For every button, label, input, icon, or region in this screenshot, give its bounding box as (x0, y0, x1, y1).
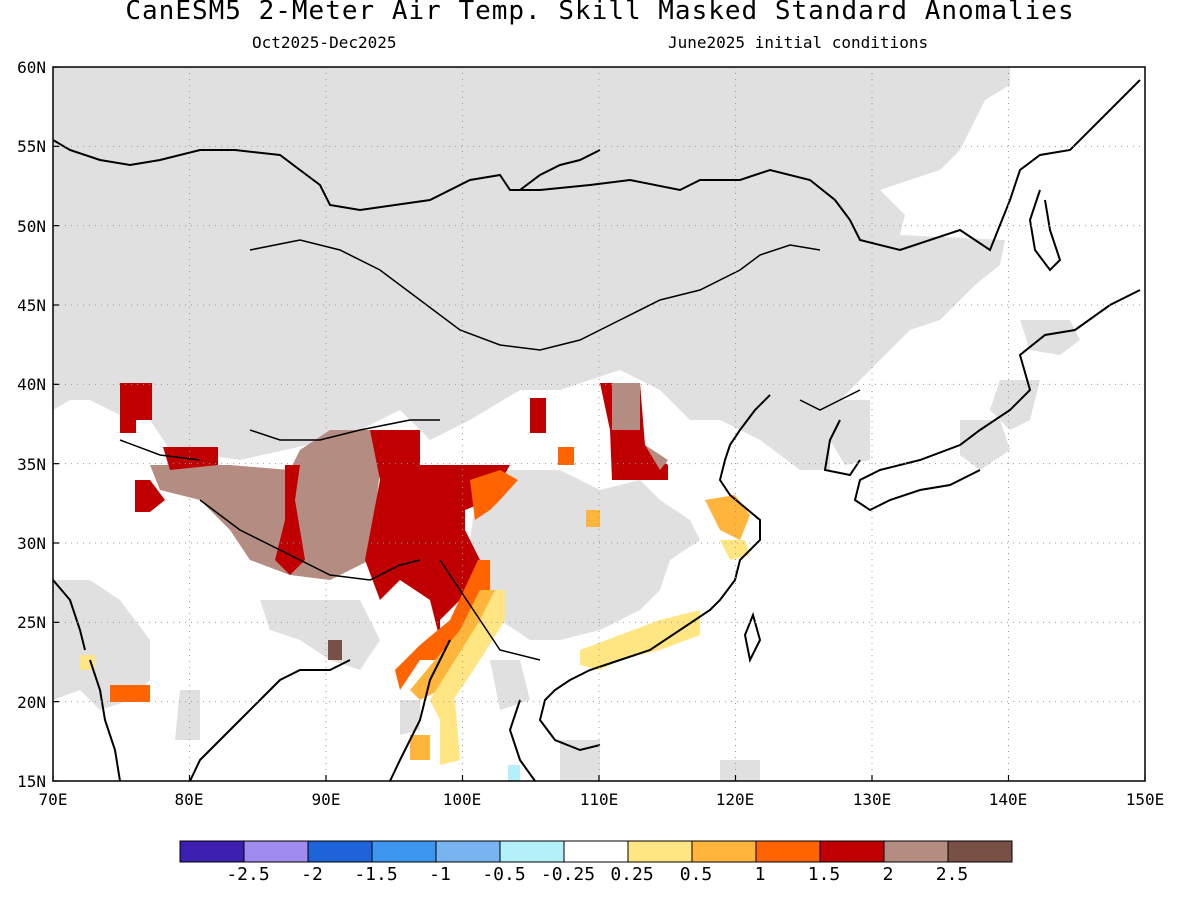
colorbar-swatch (627, 840, 693, 863)
colorbar-label: -0.5 (482, 864, 526, 885)
lon-label: 100E (442, 790, 482, 809)
colorbar-label: -0.25 (540, 864, 596, 885)
country-borders (119, 239, 861, 661)
lon-label: 120E (715, 790, 755, 809)
chart-title: CanESM5 2-Meter Air Temp. Skill Masked S… (125, 0, 1075, 26)
lat-label: 35N (17, 455, 46, 474)
colorbar-swatch (755, 840, 821, 863)
colorbar-swatch (499, 840, 565, 863)
lat-label: 60N (17, 58, 46, 77)
colorbar-swatch (435, 840, 501, 863)
colorbar-label: 2.5 (935, 864, 969, 885)
lat-label: 55N (17, 137, 46, 156)
lon-label: 130E (852, 790, 892, 809)
colorbar-swatch (563, 840, 629, 863)
colorbar-swatch (883, 840, 949, 863)
colorbar-label: -2.5 (226, 864, 270, 885)
colorbar-swatch (947, 840, 1013, 863)
colorbar-swatch (179, 840, 245, 863)
lon-label: 70E (38, 790, 68, 809)
graticule (53, 67, 1145, 781)
colorbar-label: 1 (754, 864, 766, 885)
lat-label: 50N (17, 217, 46, 236)
colorbar-label: 0.5 (679, 864, 713, 885)
lat-label: 20N (17, 693, 46, 712)
colorbar-swatch (307, 840, 373, 863)
coastlines (53, 79, 1141, 781)
colorbar-swatch (819, 840, 885, 863)
lon-label: 150E (1125, 790, 1165, 809)
anomaly-shading (80, 383, 750, 781)
colorbar-label: 0.25 (610, 864, 654, 885)
initial-conditions: June2025 initial conditions (668, 33, 929, 52)
colorbar-swatch (691, 840, 757, 863)
lon-label: 140E (988, 790, 1028, 809)
lat-label: 30N (17, 534, 46, 553)
lat-label: 45N (17, 296, 46, 315)
colorbar-swatch (243, 840, 309, 863)
colorbar-label: 1.5 (807, 864, 841, 885)
colorbar-swatch (371, 840, 437, 863)
colorbar-label: -1 (429, 864, 451, 885)
lon-label: 110E (579, 790, 619, 809)
lon-label: 80E (174, 790, 204, 809)
forecast-period: Oct2025-Dec2025 (252, 33, 397, 52)
lat-label: 25N (17, 613, 46, 632)
colorbar-label: 2 (882, 864, 894, 885)
lon-label: 90E (311, 790, 341, 809)
lat-label: 15N (17, 772, 46, 791)
colorbar-label: -2 (301, 864, 323, 885)
lat-label: 40N (17, 375, 46, 394)
axis-ticks (52, 66, 1146, 782)
colorbar-label: -1.5 (354, 864, 398, 885)
skill-mask (53, 67, 1080, 781)
